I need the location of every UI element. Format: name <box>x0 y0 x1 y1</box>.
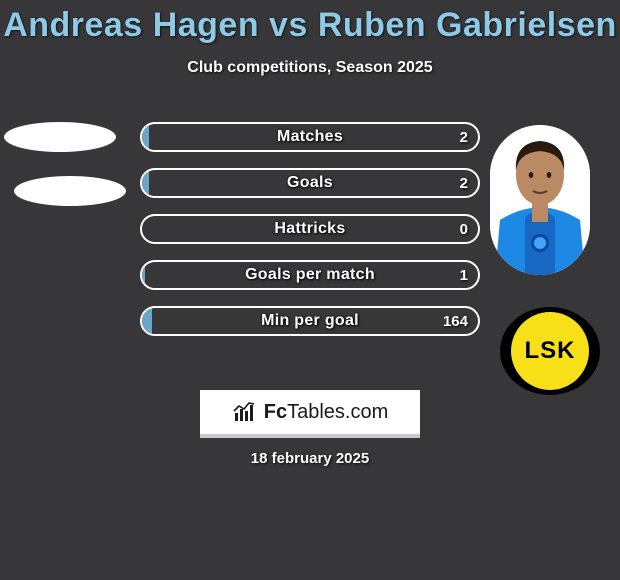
stat-label: Hattricks <box>142 216 478 242</box>
stat-value: 2 <box>460 124 468 150</box>
brand-text: FcTables.com <box>264 401 389 424</box>
player-svg-icon <box>490 125 590 275</box>
club-logo-text: LSK <box>511 312 589 390</box>
stat-label: Min per goal <box>142 308 478 334</box>
stat-bar-goals: Goals 2 <box>140 168 480 198</box>
left-avatar-placeholder-2 <box>14 176 126 206</box>
stat-label: Goals per match <box>142 262 478 288</box>
stat-label: Goals <box>142 170 478 196</box>
stat-bar-matches: Matches 2 <box>140 122 480 152</box>
brand-text-light: Tables.com <box>287 401 388 423</box>
chart-icon <box>232 401 258 423</box>
left-avatar-placeholder-1 <box>4 122 116 152</box>
page-title: Andreas Hagen vs Ruben Gabrielsen <box>0 0 620 45</box>
player-photo <box>490 125 590 275</box>
stat-value: 164 <box>443 308 468 334</box>
brand-text-bold: Fc <box>264 401 287 423</box>
stat-bar-goals-per-match: Goals per match 1 <box>140 260 480 290</box>
page-subtitle: Club competitions, Season 2025 <box>0 59 620 77</box>
stat-value: 0 <box>460 216 468 242</box>
stat-value: 1 <box>460 262 468 288</box>
stats-container: Matches 2 Goals 2 Hattricks 0 Goals per … <box>140 122 480 352</box>
stat-label: Matches <box>142 124 478 150</box>
club-logo: LSK <box>500 307 600 395</box>
stat-bar-hattricks: Hattricks 0 <box>140 214 480 244</box>
stat-bar-min-per-goal: Min per goal 164 <box>140 306 480 336</box>
brand-badge: FcTables.com <box>200 390 420 438</box>
stat-value: 2 <box>460 170 468 196</box>
footer-date: 18 february 2025 <box>0 450 620 467</box>
